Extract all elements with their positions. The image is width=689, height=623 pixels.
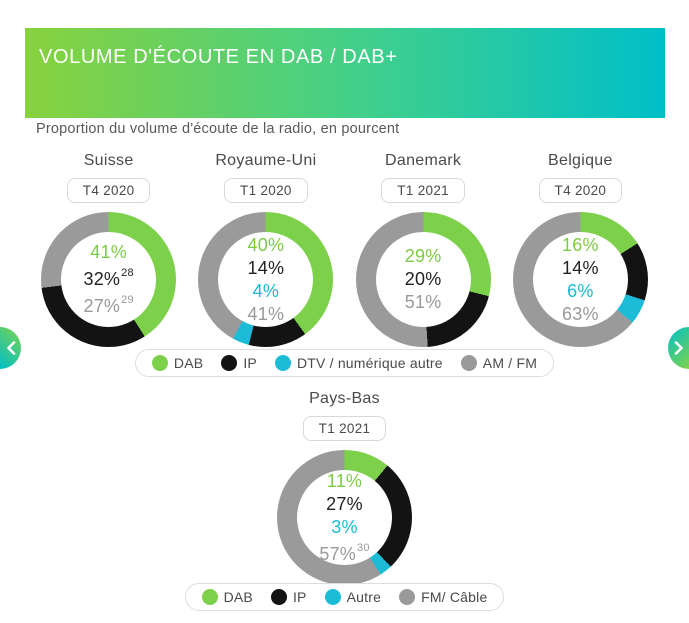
donut-center-values: 29% 20% 51% — [375, 232, 471, 327]
legend-label: IP — [243, 355, 257, 371]
fm-c-ble-dot-icon — [399, 589, 416, 605]
chevron-right-icon — [674, 341, 683, 355]
donut-center-values: 11% 27% 3% 57%30 — [297, 470, 392, 565]
donut-chart-pays-bas: Pays-Bas T1 2021 11% 27% 3% 57%30 — [266, 390, 423, 585]
carousel-next-button[interactable] — [668, 327, 689, 369]
value-dab: 29% — [404, 246, 442, 266]
header-banner: VOLUME D'ÉCOUTE EN DAB / DAB+ — [25, 28, 665, 118]
value-am-fm: 41% — [247, 303, 285, 324]
donut-center-values: 40% 14% 4% 41% — [218, 232, 314, 327]
donut-chart-suisse: Suisse T4 2020 41% 32%28 27%29 — [30, 152, 187, 347]
period-badge: T1 2021 — [302, 416, 387, 441]
donut-ring: 11% 27% 3% 57%30 — [277, 450, 412, 585]
period-badge: T1 2021 — [381, 178, 465, 203]
legend-label: Autre — [346, 589, 382, 605]
donut-ring: 16% 14% 6% 63% — [512, 212, 648, 347]
country-title: Danemark — [385, 152, 462, 169]
legend-item-fm-c-ble: FM/ Câble — [399, 589, 487, 605]
legend-label: DTV / numérique autre — [296, 355, 443, 371]
footnote-ref: 28 — [121, 267, 134, 279]
legend-item-dab: DAB — [151, 355, 204, 371]
page-subtitle: Proportion du volume d'écoute de la radi… — [36, 121, 400, 137]
legend-bottom-wrap: DAB IP Autre FM/ Câble — [0, 583, 689, 611]
value-am-fm: 27%29 — [83, 294, 134, 316]
legend-item-am-fm: AM / FM — [460, 355, 538, 371]
value-ip: 32%28 — [83, 267, 134, 289]
legend-item-ip: IP — [270, 589, 307, 605]
value-dab: 11% — [326, 470, 363, 491]
am-fm-dot-icon — [460, 355, 477, 371]
chart-row-bottom: Pays-Bas T1 2021 11% 27% 3% 57%30 — [0, 390, 689, 585]
legend-label: DAB — [173, 355, 204, 371]
donut-chart-royaume-uni: Royaume-Uni T1 2020 40% 14% 4% 41% — [187, 152, 344, 347]
donut-center-values: 16% 14% 6% 63% — [532, 232, 628, 327]
dtv-num-rique-autre-dot-icon — [274, 355, 291, 371]
legend-top: DAB IP DTV / numérique autre AM / FM — [134, 349, 555, 377]
value-dab: 40% — [247, 234, 285, 255]
legend-label: FM/ Câble — [421, 589, 488, 605]
legend-item-ip: IP — [221, 355, 257, 371]
period-badge: T4 2020 — [538, 178, 623, 203]
legend-bottom: DAB IP Autre FM/ Câble — [184, 583, 505, 611]
legend-top-wrap: DAB IP DTV / numérique autre AM / FM — [0, 349, 689, 377]
legend-label: DAB — [223, 589, 253, 605]
footnote-ref: 29 — [121, 294, 134, 306]
country-title: Royaume-Uni — [215, 152, 317, 169]
value-dtv-num-rique-autre: 4% — [252, 280, 280, 301]
ip-dot-icon — [221, 355, 238, 371]
legend-item-dtv-num-rique-autre: DTV / numérique autre — [274, 355, 443, 371]
page-title: VOLUME D'ÉCOUTE EN DAB / DAB+ — [39, 46, 398, 68]
value-am-fm: 63% — [562, 303, 599, 324]
autre-dot-icon — [324, 589, 341, 605]
donut-center-values: 41% 32%28 27%29 — [61, 232, 157, 327]
carousel-prev-button[interactable] — [0, 327, 21, 369]
value-dab: 16% — [562, 234, 599, 255]
legend-label: AM / FM — [482, 355, 538, 371]
dab-dot-icon — [201, 589, 218, 605]
legend-item-dab: DAB — [201, 589, 253, 605]
donut-ring: 29% 20% 51% — [355, 212, 491, 347]
value-ip: 14% — [562, 257, 599, 278]
period-badge: T1 2020 — [224, 178, 308, 203]
value-fm-c-ble: 57%30 — [319, 541, 370, 564]
ip-dot-icon — [270, 589, 287, 605]
period-badge: T4 2020 — [66, 178, 151, 203]
country-title: Suisse — [83, 152, 134, 169]
donut-ring: 40% 14% 4% 41% — [198, 212, 334, 347]
value-ip: 20% — [404, 269, 442, 289]
footnote-ref: 30 — [357, 541, 370, 554]
donut-chart-danemark: Danemark T1 2021 29% 20% 51% — [345, 152, 502, 347]
dab-dot-icon — [151, 355, 168, 371]
country-title: Belgique — [548, 152, 613, 169]
value-ip: 27% — [326, 493, 363, 514]
donut-chart-belgique: Belgique T4 2020 16% 14% 6% 63% — [502, 152, 659, 347]
chevron-left-icon — [6, 341, 15, 355]
legend-item-autre: Autre — [324, 589, 382, 605]
value-dab: 41% — [90, 242, 127, 262]
chart-row-top: Suisse T4 2020 41% 32%28 27%29 Royaume-Uni T1 … — [30, 152, 659, 347]
legend-label: IP — [292, 589, 307, 605]
donut-ring: 41% 32%28 27%29 — [41, 212, 177, 347]
value-ip: 14% — [247, 257, 285, 278]
value-am-fm: 51% — [404, 292, 442, 312]
country-title: Pays-Bas — [309, 390, 380, 407]
value-dtv-num-rique-autre: 6% — [567, 280, 594, 301]
value-autre: 3% — [331, 516, 358, 537]
